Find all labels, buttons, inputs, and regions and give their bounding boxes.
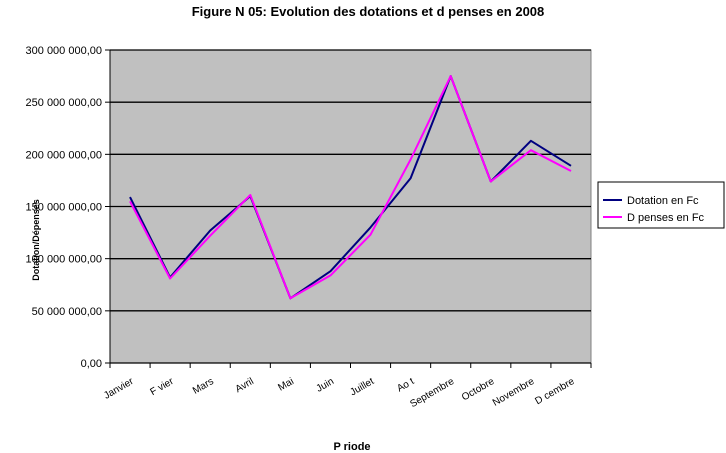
x-tick-label: Juin: [315, 376, 336, 395]
x-tick-label: Septembre: [408, 376, 456, 410]
y-tick-label: 100 000 000,00: [26, 254, 102, 266]
x-axis-label: P riode: [333, 441, 370, 453]
x-tick-label: Novembre: [491, 376, 537, 409]
x-tick-label: D cembre: [533, 376, 576, 407]
legend: Dotation en Fc D penses en Fc: [597, 181, 725, 229]
y-tick-label: 300 000 000,00: [26, 45, 102, 57]
y-axis-ticks: 0,00 50 000 000,00 100 000 000,00 150 000 0…: [26, 45, 110, 370]
x-tick-label: Mars: [191, 376, 216, 397]
x-tick-label: Avril: [234, 376, 256, 395]
x-tick-label: Janvier: [102, 376, 136, 402]
x-tick-label: Mai: [276, 376, 295, 394]
y-tick-label: 200 000 000,00: [26, 149, 102, 161]
x-axis-ticks: Janvier F vier Mars Avril Mai Juin Juillet Ao t…: [102, 363, 592, 410]
y-tick-label: 250 000 000,00: [26, 97, 102, 109]
x-tick-label: Juillet: [348, 376, 376, 398]
y-tick-label: 0,00: [81, 358, 102, 370]
y-tick-label: 50 000 000,00: [32, 306, 102, 318]
y-tick-label: 150 000 000,00: [26, 202, 102, 214]
chart-title: Figure N 05: Evolution des dotations et …: [192, 4, 545, 19]
series-line-2: [129, 75, 572, 300]
legend-box: [597, 181, 725, 229]
series-lines: [129, 75, 572, 300]
y-axis-label: Dotation/Dépenses: [31, 199, 41, 281]
x-tick-label: Ao t: [395, 376, 416, 395]
x-tick-label: F vier: [148, 376, 176, 398]
legend-label: Dotation en Fc: [627, 195, 699, 207]
series-line-1: [129, 75, 572, 300]
legend-label: D penses en Fc: [627, 212, 705, 224]
